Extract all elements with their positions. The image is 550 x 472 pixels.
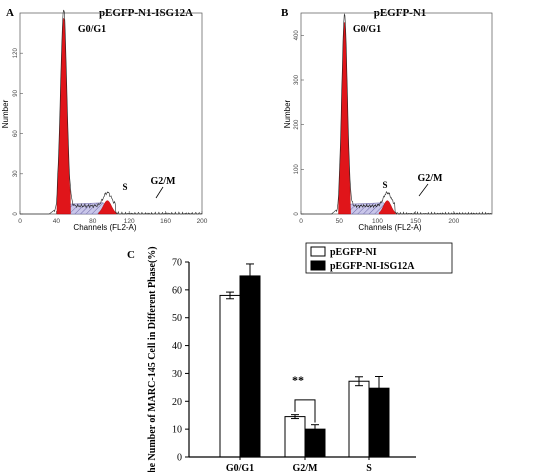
panel-c-bar — [239, 275, 261, 458]
panel-a-annotation-g0g1: G0/G1 — [78, 24, 106, 35]
panel-c-ytick-label: 60 — [172, 285, 182, 296]
panel-c-legend: pEGFP-NI pEGFP-NI-ISG12A — [305, 242, 453, 274]
panel-b-g0g1-peak — [338, 21, 351, 215]
panel-a-yticks: 0 30 60 90 120 — [13, 48, 23, 216]
panel-b-xtick-label: 150 — [410, 218, 421, 225]
panel-c-ytick-label: 30 — [172, 369, 182, 380]
panel-c-ytick-label: 20 — [172, 397, 182, 408]
panel-a-plot — [19, 9, 203, 215]
panel-c-bar — [348, 380, 370, 458]
panel-a-xlabel: Channels (FL2-A) — [73, 223, 136, 232]
panel-a-g2m-arrow — [155, 186, 164, 199]
panel-c-ytick-label: 50 — [172, 313, 182, 324]
panel-a-ylabel: Number — [1, 99, 10, 128]
panel-c-axes: 0 10 20 30 40 50 60 70 G0/G1 G2/M S — [172, 258, 416, 472]
legend-label-pegfp-ni-isg12a: pEGFP-NI-ISG12A — [330, 261, 415, 272]
panel-b-g2m-arrow — [418, 183, 429, 197]
panel-c-category-label: S — [366, 463, 372, 472]
panel-a-annotation-g2m: G2/M — [151, 176, 177, 187]
panel-c-bars — [219, 263, 390, 458]
panel-c-significance: ** — [292, 373, 304, 387]
legend-label-pegfp-ni: pEGFP-NI — [330, 247, 377, 258]
panel-c-bar — [219, 294, 241, 458]
panel-b-annotation-s: S — [382, 180, 387, 190]
panel-a-annotation-s: S — [122, 182, 127, 192]
panel-a-xtick-label: 40 — [53, 218, 61, 225]
panel-c-category-label: G2/M — [293, 463, 319, 472]
panel-c-category-label: G0/G1 — [226, 463, 254, 472]
panel-b-ytick-label: 0 — [294, 212, 300, 216]
panel-b-histogram-line — [301, 13, 493, 215]
panel-b-ylabel: Number — [283, 99, 292, 128]
panel-c-ytick-label: 0 — [177, 453, 182, 464]
panel-c-bar — [368, 387, 390, 458]
panel-c-bar — [284, 416, 306, 458]
panel-b-annotation-g2m: G2/M — [418, 173, 444, 184]
panel-a-xtick-label: 80 — [89, 218, 97, 225]
panel-c-bar — [304, 428, 326, 458]
panel-a-letter: A — [6, 7, 14, 19]
panel-b-yticks: 0 100 200 300 400 — [294, 30, 304, 216]
panel-a-ytick-label: 30 — [13, 170, 19, 177]
panel-b-xtick-label: 100 — [372, 218, 383, 225]
panel-a-ytick-label: 0 — [13, 212, 19, 216]
legend-box — [305, 242, 453, 274]
panel-a-g0g1-peak — [56, 17, 71, 215]
panel-b-ytick-label: 400 — [294, 30, 300, 41]
panel-c-ytick-label: 40 — [172, 341, 182, 352]
panel-b-annotation-g0g1: G0/G1 — [353, 24, 381, 35]
panel-a-xtick-label: 200 — [197, 218, 208, 225]
legend-swatch-pegfp-ni-isg12a — [310, 260, 326, 271]
panel-b-frame — [300, 12, 493, 215]
panel-a-g2m-peak — [98, 200, 117, 215]
panel-b-xtick-label: 200 — [448, 218, 459, 225]
panel-b-xlabel: Channels (FL2-A) — [358, 223, 421, 232]
panel-a-xtick-label: 160 — [160, 218, 171, 225]
panel-a-ytick-label: 90 — [13, 89, 19, 96]
panel-b-ytick-label: 200 — [294, 119, 300, 130]
panel-c-letter: C — [127, 249, 135, 261]
panel-c-ytick-label: 10 — [172, 425, 182, 436]
panel-b-xtick-label: 50 — [336, 218, 344, 225]
panel-c-ytick-label: 70 — [172, 258, 182, 269]
panel-c-significance-bracket — [294, 399, 316, 423]
panel-a-xtick-label: 0 — [18, 218, 22, 225]
panel-b-ytick-label: 100 — [294, 164, 300, 175]
legend-swatch-pegfp-ni — [310, 246, 326, 257]
panel-c-ylabel: The Number of MARC-145 Cell in Different… — [147, 246, 158, 472]
panel-b-xtick-label: 0 — [299, 218, 303, 225]
panel-a-xtick-label: 120 — [124, 218, 135, 225]
panel-a-histogram-line — [20, 9, 203, 215]
panel-b-ytick-label: 300 — [294, 74, 300, 85]
panel-b-letter: B — [281, 7, 289, 19]
panel-a-ytick-label: 60 — [13, 130, 19, 137]
panel-b-plot — [300, 12, 493, 215]
panel-c: C pEGFP-NI pEGFP-NI-ISG12A 0 10 20 30 40 50 60… — [127, 242, 453, 472]
panel-b-g2m-peak — [378, 200, 397, 215]
panel-a-ytick-label: 120 — [13, 48, 19, 59]
